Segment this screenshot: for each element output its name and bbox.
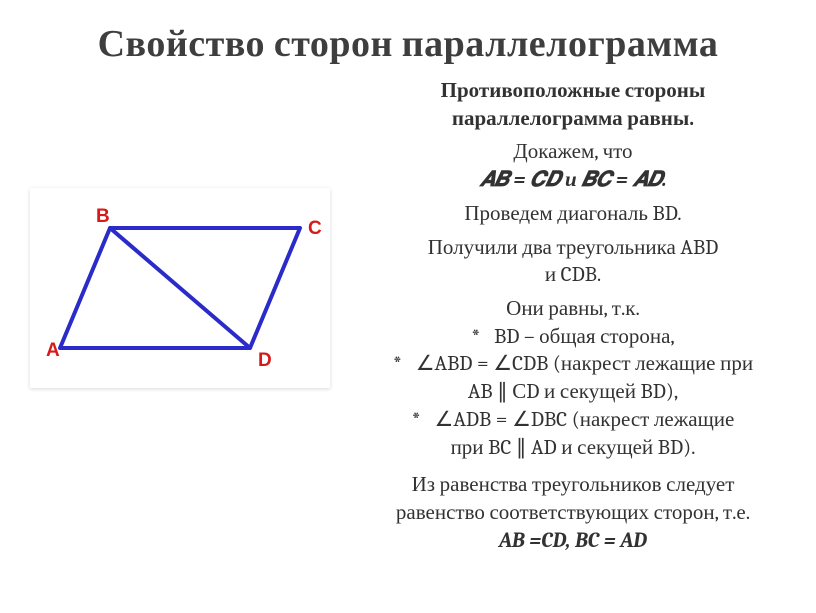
step2-block: Получили два треугольника ABD и CDB. xyxy=(350,235,796,290)
parallelogram-diagram: A B C D xyxy=(30,188,330,388)
subtitle-line2: параллелограмма равны. xyxy=(452,107,694,131)
conclusion-block: Из равенства треугольников следует равен… xyxy=(350,472,796,555)
conclusion-line1: Из равенства треугольников следует xyxy=(412,473,735,497)
vertex-label-a: A xyxy=(46,340,60,361)
prove-block: Докажем, что 𝑨𝑩 = 𝑪𝑫 и 𝑩𝑪 = 𝑨𝑫. xyxy=(350,139,796,194)
prove-label: Докажем, что xyxy=(513,140,632,164)
text-column: Противоположные стороны параллелограмма … xyxy=(350,78,806,562)
step2-line2: и CDB. xyxy=(545,263,601,287)
conclusion-math: AB =CD, BC = AD xyxy=(499,529,647,553)
parallelogram-svg: A B C D xyxy=(30,188,330,388)
step1-text: Проведем диагональ BD. xyxy=(464,202,681,226)
slide-title: Свойство сторон параллелограмма xyxy=(0,0,816,78)
bullet2-line1: ∠ABD = ∠CDB (накрест лежащие при xyxy=(416,352,753,376)
equal-block: Они равны, т.к. * BD – общая сторона, * … xyxy=(350,296,796,462)
step1-block: Проведем диагональ BD. xyxy=(350,201,796,229)
bullet-2: * ∠ABD = ∠CDB (накрест лежащие при xyxy=(393,352,753,376)
diagonal-bd xyxy=(110,228,250,348)
subtitle: Противоположные стороны параллелограмма … xyxy=(350,78,796,133)
bullet-3: * ∠ADB = ∠DBC (накрест лежащие xyxy=(412,408,735,432)
conclusion-line2: равенство соответствующих сторон, т.е. xyxy=(396,501,750,525)
prove-math: 𝑨𝑩 = 𝑪𝑫 и 𝑩𝑪 = 𝑨𝑫. xyxy=(479,168,666,192)
bullet1-text: BD – общая сторона, xyxy=(494,325,675,349)
content-row: A B C D Противоположные стороны параллел… xyxy=(0,78,816,562)
step2-line1: Получили два треугольника ABD xyxy=(428,236,719,260)
diagram-column: A B C D xyxy=(10,78,350,562)
bullet2-line2: AB ∥ СD и секущей BD), xyxy=(468,380,678,404)
bullet-1: * BD – общая сторона, xyxy=(471,325,674,349)
subtitle-line1: Противоположные стороны xyxy=(441,79,706,103)
bullet3-line2: при BC ∥ AD и секущей BD). xyxy=(451,436,696,460)
vertex-label-d: D xyxy=(258,350,272,371)
bullet3-line1: ∠ADB = ∠DBC (накрест лежащие xyxy=(435,408,735,432)
vertex-label-c: C xyxy=(308,218,322,239)
equal-label: Они равны, т.к. xyxy=(506,297,640,321)
vertex-label-b: B xyxy=(96,206,110,227)
